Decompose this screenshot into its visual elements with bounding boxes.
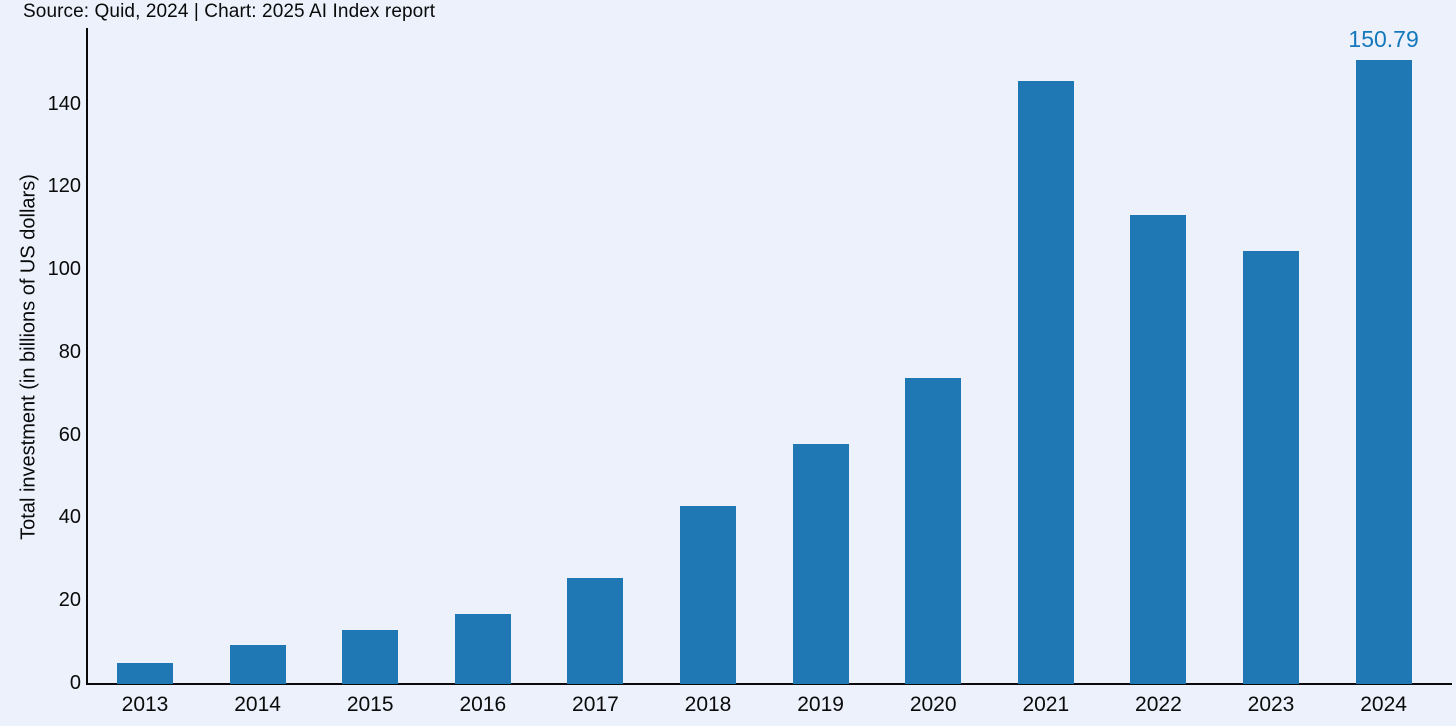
x-tick-label-2015: 2015 [346,693,394,716]
x-tick-label-2017: 2017 [572,693,619,716]
y-tick-label: 0 [69,672,81,694]
bar-2019 [792,443,849,684]
x-tick-label-2023: 2023 [1247,693,1295,716]
bar-2020 [905,378,962,684]
source-attribution: Source: Quid, 2024 | Chart: 2025 AI Inde… [23,1,436,22]
bar-2013 [117,662,173,684]
x-tick-label-2018: 2018 [684,693,732,716]
y-axis-line [86,28,88,685]
y-tick-label: 140 [47,92,81,115]
bar-2018 [680,505,736,684]
y-tick-label: 80 [58,340,81,363]
x-tick-label-2022: 2022 [1135,693,1182,716]
x-tick-label-2024: 2024 [1360,693,1407,716]
bar-2022 [1130,214,1187,684]
bar-2023 [1243,250,1299,684]
y-tick-label: 120 [47,175,81,198]
x-tick-label-2013: 2013 [121,693,169,716]
bar-2017 [567,578,624,684]
x-tick-label-2019: 2019 [797,693,844,716]
x-tick-label-2021: 2021 [1022,693,1070,716]
y-tick-label: 40 [58,506,81,529]
y-tick-label: 60 [58,423,81,446]
x-tick-label-2016: 2016 [459,693,507,716]
x-tick-label-2020: 2020 [909,693,957,716]
bar-2016 [454,614,511,684]
bar-2024 [1355,59,1412,684]
x-axis-line [86,683,1452,685]
value-label-2024: 150.79 [1348,25,1419,52]
x-tick-label-2014: 2014 [234,693,281,716]
bar-2021 [1017,80,1074,684]
y-tick-label: 100 [47,258,81,281]
y-tick-label: 20 [58,589,81,612]
bar-2014 [229,645,286,684]
bar-2015 [342,629,399,684]
